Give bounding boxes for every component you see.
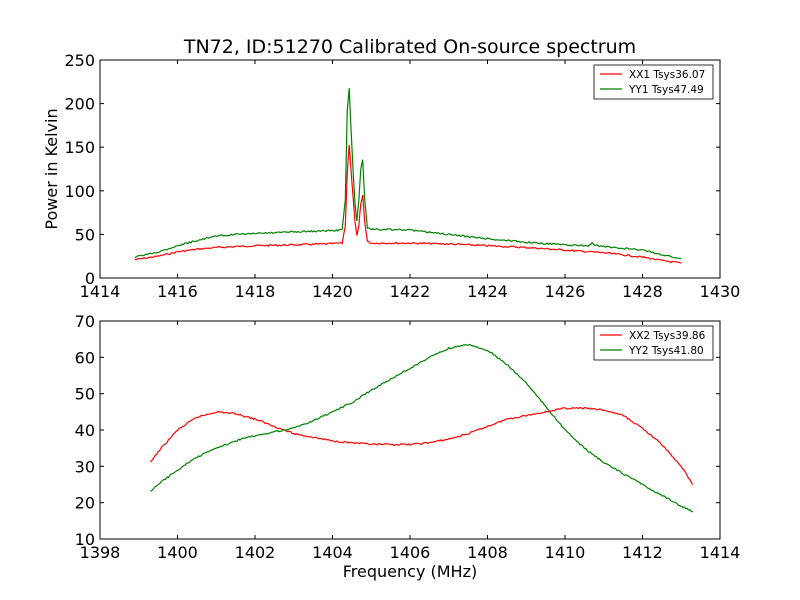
bottom-chart-series-line-1 — [149, 406, 694, 485]
top-chart-y-tick-label: 250 — [64, 51, 95, 70]
top-chart-y-tick-label: 150 — [64, 138, 95, 157]
top-legend-label-xx1: XX1 Tsys36.07 — [629, 69, 705, 81]
top-chart-panel: 1414 1416 1418 1420 1422 1424 1426 1428 1430 0 50… — [42, 51, 740, 301]
bottom-chart-y-tick-label: 70 — [75, 312, 95, 331]
top-chart-x-tick-label: 1422 — [390, 282, 431, 301]
top-chart-x-tick-label: 1428 — [622, 282, 663, 301]
top-legend-label-yy1: YY1 Tsys47.49 — [628, 84, 704, 96]
bottom-chart-y-ticks: 10 20 30 40 50 60 70 — [75, 312, 720, 549]
top-chart-series-line-2 — [134, 88, 682, 260]
top-chart-series-line-1 — [134, 144, 682, 264]
top-chart-x-tick-label: 1426 — [545, 282, 586, 301]
bottom-chart-x-tick-label: 1412 — [622, 543, 663, 562]
bottom-chart-x-tick-label: 1410 — [545, 543, 586, 562]
top-chart-y-tick-label: 200 — [64, 95, 95, 114]
top-chart-x-tick-label: 1420 — [312, 282, 353, 301]
bottom-chart-series-line-2 — [150, 343, 694, 513]
bottom-chart-y-tick-label: 20 — [75, 494, 95, 513]
bottom-chart-x-axis-label: Frequency (MHz) — [343, 562, 477, 581]
top-chart-y-tick-label: 100 — [64, 182, 95, 201]
bottom-chart-x-tick-label: 1400 — [157, 543, 198, 562]
bottom-chart-y-tick-label: 50 — [75, 385, 95, 404]
top-chart-series-layer — [134, 88, 682, 264]
top-chart-y-tick-label: 0 — [85, 269, 95, 288]
top-chart-x-tick-label: 1414 — [80, 282, 121, 301]
bottom-chart-x-tick-label: 1398 — [80, 543, 121, 562]
top-chart-title: TN72, ID:51270 Calibrated On-source spec… — [183, 36, 636, 58]
bottom-chart-x-tick-label: 1406 — [390, 543, 431, 562]
bottom-chart-y-tick-label: 60 — [75, 348, 95, 367]
bottom-chart-series-layer — [149, 343, 694, 513]
bottom-chart-x-ticks: 1398 1400 1402 1404 1406 1408 1410 1412 1414 — [80, 321, 741, 562]
top-chart-y-tick-label: 50 — [75, 225, 95, 244]
bottom-legend-label-yy2: YY2 Tsys41.80 — [628, 345, 704, 357]
top-chart-legend: XX1 Tsys36.07 YY1 Tsys47.49 — [593, 64, 714, 100]
top-legend-frame — [593, 64, 714, 100]
bottom-chart-y-tick-label: 30 — [75, 457, 95, 476]
bottom-chart-y-tick-label: 40 — [75, 421, 95, 440]
top-chart-x-tick-label: 1430 — [700, 282, 741, 301]
bottom-legend-frame — [593, 325, 714, 361]
top-chart-x-tick-label: 1418 — [235, 282, 276, 301]
bottom-chart-panel: 1398 1400 1402 1404 1406 1408 1410 1412 1414 10 2… — [75, 312, 741, 581]
bottom-chart-x-tick-label: 1404 — [312, 543, 353, 562]
bottom-chart-x-tick-label: 1408 — [467, 543, 508, 562]
top-chart-y-axis-label: Power in Kelvin — [42, 108, 61, 229]
top-chart-x-tick-label: 1416 — [157, 282, 198, 301]
bottom-chart-x-tick-label: 1414 — [700, 543, 741, 562]
bottom-chart-y-tick-label: 10 — [75, 530, 95, 549]
bottom-chart-x-tick-label: 1402 — [235, 543, 276, 562]
top-chart-y-ticks: 0 50 100 150 200 250 — [64, 51, 720, 288]
bottom-legend-label-xx2: XX2 Tsys39.86 — [629, 330, 706, 342]
bottom-chart-legend: XX2 Tsys39.86 YY2 Tsys41.80 — [593, 325, 714, 361]
top-chart-x-tick-label: 1424 — [467, 282, 508, 301]
top-chart-x-ticks: 1414 1416 1418 1420 1422 1424 1426 1428 1430 — [80, 60, 741, 301]
